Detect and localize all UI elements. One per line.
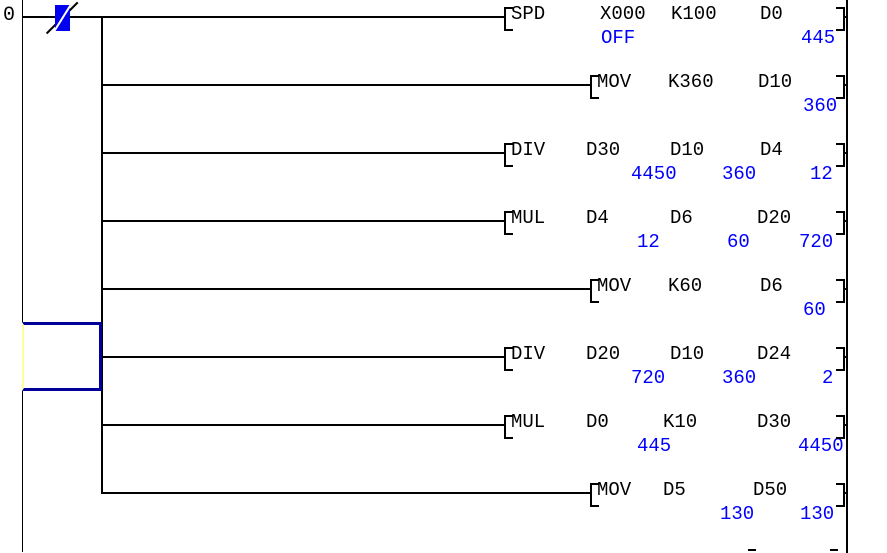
operand-device[interactable]: D30	[586, 139, 621, 161]
operand-device[interactable]: D10	[758, 71, 793, 93]
rung-wire	[844, 288, 848, 290]
open-bracket	[504, 143, 513, 167]
operand-device[interactable]: K360	[668, 71, 714, 93]
close-bracket	[836, 347, 845, 371]
rung-wire	[844, 424, 848, 426]
monitor-value: 12	[637, 231, 660, 253]
open-bracket	[590, 75, 599, 99]
monitor-value: 2	[822, 367, 834, 389]
operand-device[interactable]: D30	[757, 411, 792, 433]
operand-device[interactable]: D50	[753, 479, 788, 501]
rung-wire	[22, 16, 504, 18]
cursor-cell[interactable]	[22, 322, 102, 391]
operand-device[interactable]: D6	[670, 207, 693, 229]
close-bracket	[836, 483, 845, 507]
operand-device[interactable]: D4	[760, 139, 783, 161]
rung-wire	[102, 288, 590, 290]
open-bracket	[504, 415, 513, 439]
rung-wire	[102, 492, 590, 494]
open-bracket	[590, 483, 599, 507]
rung-wire	[102, 152, 504, 154]
branch-rail	[101, 16, 103, 494]
monitor-value: 130	[800, 503, 835, 525]
close-bracket	[836, 7, 845, 31]
step-number: 0	[3, 4, 16, 27]
rung-wire	[102, 220, 504, 222]
operand-device[interactable]: D10	[670, 139, 705, 161]
instruction-mnemonic[interactable]: MOV	[597, 71, 632, 93]
monitor-value: 4450	[631, 163, 677, 185]
close-bracket	[836, 143, 845, 167]
open-bracket	[590, 279, 599, 303]
left-power-rail	[21, 0, 23, 552]
monitor-value: 360	[722, 163, 757, 185]
operand-device[interactable]: D4	[586, 207, 609, 229]
instruction-mnemonic[interactable]: MUL	[511, 411, 546, 433]
right-power-rail	[846, 0, 848, 553]
monitor-value: 360	[803, 95, 838, 117]
monitor-value: 12	[810, 163, 833, 185]
monitor-value: 720	[631, 367, 666, 389]
contact-slash	[55, 5, 70, 31]
operand-device[interactable]: D10	[670, 343, 705, 365]
operand-device[interactable]: D0	[586, 411, 609, 433]
monitor-value: 720	[799, 231, 834, 253]
monitor-value: 445	[637, 435, 672, 457]
rung-wire	[844, 356, 848, 358]
rung-wire	[102, 356, 504, 358]
rung-wire	[102, 84, 590, 86]
operand-device[interactable]: D20	[586, 343, 621, 365]
operand-device[interactable]: D24	[757, 343, 792, 365]
monitor-value: 60	[803, 299, 826, 321]
open-bracket	[504, 347, 513, 371]
operand-device[interactable]: X000	[600, 3, 646, 25]
rung-wire	[844, 152, 848, 154]
monitor-value: 60	[727, 231, 750, 253]
instruction-mnemonic[interactable]: MOV	[597, 479, 632, 501]
nc-contact[interactable]	[55, 5, 70, 31]
close-bracket	[836, 279, 845, 303]
rung-wire	[844, 84, 848, 86]
open-bracket	[504, 211, 513, 235]
rung-wire	[844, 492, 848, 494]
operand-device[interactable]: D0	[760, 3, 783, 25]
operand-device[interactable]: D20	[757, 207, 792, 229]
operand-device[interactable]: K100	[671, 3, 717, 25]
rung-wire	[844, 16, 848, 18]
open-bracket	[504, 7, 513, 31]
operand-device[interactable]: D5	[663, 479, 686, 501]
instruction-mnemonic[interactable]: DIV	[511, 343, 546, 365]
monitor-value: 130	[720, 503, 755, 525]
monitor-value: 4450	[798, 435, 844, 457]
instruction-mnemonic[interactable]: MUL	[511, 207, 546, 229]
instruction-mnemonic[interactable]: DIV	[511, 139, 546, 161]
rung-wire	[102, 424, 504, 426]
instruction-mnemonic[interactable]: SPD	[511, 3, 546, 25]
monitor-value: 360	[722, 367, 757, 389]
cutoff-bracket-mark	[748, 549, 756, 551]
monitor-value: 445	[801, 27, 836, 49]
instruction-mnemonic[interactable]: MOV	[597, 275, 632, 297]
rung-wire	[844, 220, 848, 222]
close-bracket	[836, 211, 845, 235]
cutoff-bracket-mark	[830, 549, 838, 551]
monitor-value: OFF	[601, 27, 636, 49]
operand-device[interactable]: K10	[663, 411, 698, 433]
operand-device[interactable]: D6	[760, 275, 783, 297]
close-bracket	[836, 75, 845, 99]
close-bracket	[836, 415, 845, 439]
operand-device[interactable]: K60	[668, 275, 703, 297]
